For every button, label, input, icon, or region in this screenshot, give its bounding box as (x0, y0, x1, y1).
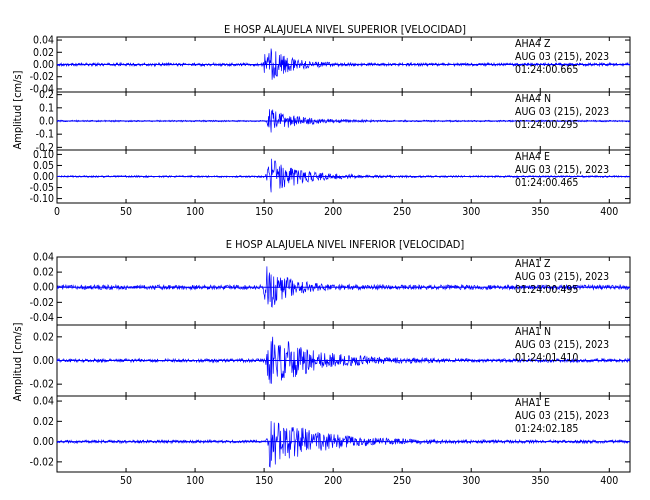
x-tick-label: 50 (120, 206, 132, 218)
lower-panel-y-axis-label: Amplitud [cm/s] (11, 322, 24, 401)
lower-level-panel: E HOSP ALAJUELA NIVEL INFERIOR [VELOCIDA… (11, 238, 631, 487)
y-tick-label: 0.00 (33, 171, 54, 183)
waveform-series (56, 336, 631, 384)
upper-panel-y-axis-label: Amplitud [cm/s] (11, 70, 24, 149)
y-tick-label: -0.02 (30, 379, 54, 391)
y-tick-label: -0.1 (36, 129, 54, 141)
time-label: 01:24:01.410 (515, 352, 578, 364)
time-label: 01:24:00.465 (515, 177, 578, 189)
time-label: 01:24:00.665 (515, 64, 578, 76)
date-label: AUG 03 (215), 2023 (515, 410, 609, 422)
y-tick-label: 0.2 (39, 89, 54, 101)
y-tick-label: 0.00 (33, 436, 54, 448)
x-tick-label: 400 (600, 206, 618, 218)
station-label: AHA4 E (515, 151, 550, 163)
x-tick-label: 150 (255, 475, 273, 487)
upper-panel-title: E HOSP ALAJUELA NIVEL SUPERIOR [VELOCIDA… (224, 23, 466, 36)
y-tick-label: -0.2 (36, 142, 54, 154)
x-tick-label: 350 (531, 206, 549, 218)
time-label: 01:24:00.495 (515, 284, 578, 296)
x-tick-label: 300 (462, 206, 480, 218)
y-tick-label: -0.04 (30, 83, 54, 95)
y-tick-label: 0.00 (33, 355, 54, 367)
station-label: AHA1 Z (515, 258, 551, 270)
y-tick-label: 0.10 (33, 149, 54, 161)
y-tick-label: 0.05 (33, 160, 54, 172)
date-label: AUG 03 (215), 2023 (515, 164, 609, 176)
x-tick-label: 250 (393, 206, 411, 218)
time-label: 01:24:00.295 (515, 119, 578, 131)
date-label: AUG 03 (215), 2023 (515, 51, 609, 63)
y-tick-label: -0.10 (30, 193, 54, 205)
y-tick-label: 0.04 (33, 252, 54, 264)
y-tick-label: 0.02 (33, 416, 54, 428)
date-label: AUG 03 (215), 2023 (515, 106, 609, 118)
x-tick-label: 200 (324, 206, 342, 218)
y-tick-label: -0.02 (30, 71, 54, 83)
x-tick-label: 100 (186, 206, 204, 218)
x-tick-label: 50 (120, 475, 132, 487)
y-tick-label: 0.02 (33, 47, 54, 59)
y-tick-label: 0.02 (33, 331, 54, 343)
lower-panel-title: E HOSP ALAJUELA NIVEL INFERIOR [VELOCIDA… (226, 238, 465, 251)
time-label: 01:24:02.185 (515, 423, 578, 435)
y-tick-label: -0.02 (30, 456, 54, 468)
x-tick-label: 100 (186, 475, 204, 487)
y-tick-label: -0.04 (30, 312, 54, 324)
station-label: AHA1 E (515, 397, 550, 409)
y-tick-label: 0.0 (39, 116, 54, 128)
y-tick-label: 0.04 (33, 35, 54, 47)
x-tick-label: 0 (54, 206, 60, 218)
station-label: AHA4 Z (515, 38, 551, 50)
station-label: AHA4 N (515, 93, 551, 105)
x-tick-label: 250 (393, 475, 411, 487)
station-label: AHA1 N (515, 326, 551, 338)
waveform-series (56, 266, 631, 308)
upper-level-panel: E HOSP ALAJUELA NIVEL SUPERIOR [VELOCIDA… (11, 23, 631, 218)
y-tick-label: -0.05 (30, 182, 54, 194)
x-tick-label: 350 (531, 475, 549, 487)
y-tick-label: 0.04 (33, 396, 54, 408)
x-tick-label: 400 (600, 475, 618, 487)
x-tick-label: 300 (462, 475, 480, 487)
date-label: AUG 03 (215), 2023 (515, 339, 609, 351)
x-tick-label: 200 (324, 475, 342, 487)
x-tick-label: 150 (255, 206, 273, 218)
y-tick-label: 0.1 (39, 102, 54, 114)
y-tick-label: 0.00 (33, 282, 54, 294)
y-tick-label: 0.00 (33, 59, 54, 71)
trace-frame (56, 395, 631, 473)
date-label: AUG 03 (215), 2023 (515, 271, 609, 283)
y-tick-label: -0.02 (30, 297, 54, 309)
y-tick-label: 0.02 (33, 267, 54, 279)
